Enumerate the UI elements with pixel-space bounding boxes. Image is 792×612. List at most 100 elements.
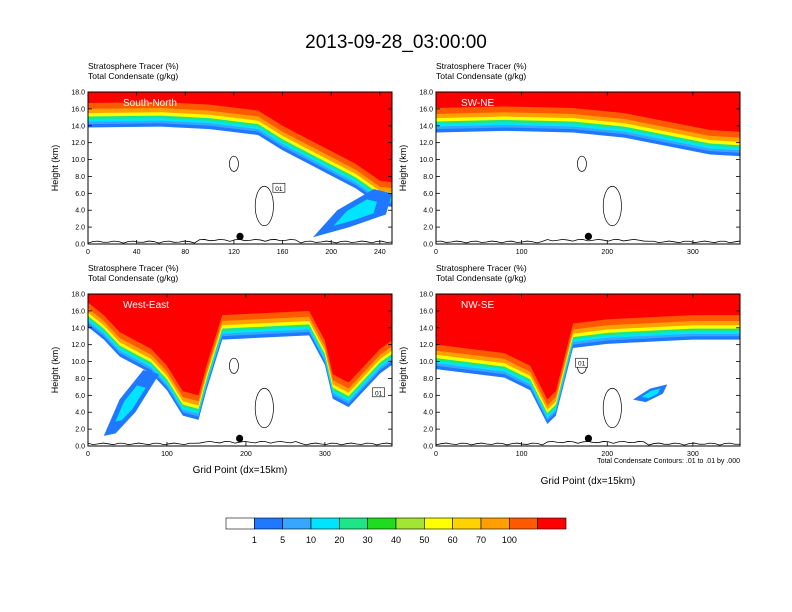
x-axis-label: Grid Point (dx=15km) <box>541 476 636 487</box>
tracer-intrusion-core <box>641 388 661 399</box>
contour-label: 01 <box>578 361 586 368</box>
y-tick-label: 16.0 <box>71 106 85 113</box>
y-axis-label: Height (km) <box>50 347 60 394</box>
x-tick-label: 0 <box>434 451 438 458</box>
colorbar-swatch <box>509 517 538 530</box>
panels-group: Stratosphere Tracer (%)Total Condensate … <box>50 61 741 487</box>
terrain-line <box>436 238 740 244</box>
colorbar-label: 70 <box>476 535 486 545</box>
x-tick-label: 40 <box>133 249 141 256</box>
y-tick-label: 10.0 <box>419 157 433 164</box>
y-tick-label: 6.0 <box>75 191 85 198</box>
y-tick-label: 10.0 <box>71 359 85 366</box>
y-tick-label: 4.0 <box>423 410 433 417</box>
y-tick-label: 0.0 <box>423 242 433 249</box>
x-tick-label: 300 <box>687 451 699 458</box>
tracer-band <box>436 92 740 132</box>
colorbar-label: 100 <box>502 535 517 545</box>
y-tick-label: 2.0 <box>75 225 85 232</box>
condensate-contour <box>254 387 274 429</box>
tracer-band <box>88 92 392 183</box>
condensate-contour <box>577 155 587 172</box>
plot-frame <box>87 293 393 447</box>
x-tick-label: 100 <box>516 451 528 458</box>
x-tick-label: 200 <box>601 249 613 256</box>
figure-title: 2013-09-28_03:00:00 <box>305 32 487 53</box>
x-tick-label: 120 <box>228 249 240 256</box>
y-tick-label: 0.0 <box>75 242 85 249</box>
panel-title-line: Total Condensate (g/kg) <box>88 71 178 81</box>
y-tick-label: 0.0 <box>75 444 85 451</box>
plot-frame <box>435 91 741 245</box>
colorbar-swatch <box>395 517 425 530</box>
contour-footnote: Total Condensate Contours: .01 to .01 by… <box>597 458 740 465</box>
x-tick-label: 0 <box>86 249 90 256</box>
condensate-contour <box>602 387 622 429</box>
y-tick-label: 14.0 <box>419 123 433 130</box>
x-tick-label: 0 <box>86 451 90 458</box>
y-tick-label: 2.0 <box>75 427 85 434</box>
y-tick-label: 0.0 <box>423 444 433 451</box>
location-marker <box>236 434 244 442</box>
tracer-band <box>436 294 740 400</box>
plot-frame <box>435 293 741 447</box>
contour-label-box <box>272 182 286 193</box>
colorbar-label: 50 <box>419 535 429 545</box>
colorbar-swatch <box>282 517 312 530</box>
panel-title-line: Stratosphere Tracer (%) <box>436 61 527 71</box>
y-tick-label: 6.0 <box>423 393 433 400</box>
colorbar-label: 10 <box>306 535 316 545</box>
y-tick-label: 12.0 <box>71 342 85 349</box>
x-tick-label: 200 <box>240 451 252 458</box>
y-tick-label: 8.0 <box>75 174 85 181</box>
panel-title-line: Total Condensate (g/kg) <box>436 71 526 81</box>
tracer-intrusion-core <box>333 199 377 226</box>
colorbar-swatch <box>367 517 397 530</box>
location-marker <box>584 232 593 240</box>
y-tick-label: 14.0 <box>71 123 85 130</box>
terrain-line <box>88 440 392 446</box>
colorbar-swatch <box>537 517 567 530</box>
y-tick-label: 14.0 <box>71 325 85 332</box>
x-tick-label: 80 <box>181 249 189 256</box>
x-tick-label: 300 <box>319 451 331 458</box>
y-tick-label: 8.0 <box>423 174 433 181</box>
plot-area <box>436 294 740 446</box>
colorbar-swatch <box>254 517 283 530</box>
y-tick-label: 4.0 <box>423 208 433 215</box>
y-tick-label: 4.0 <box>75 208 85 215</box>
y-tick-label: 16.0 <box>71 308 85 315</box>
x-tick-label: 200 <box>601 451 613 458</box>
x-tick-label: 200 <box>325 249 337 256</box>
plot-area <box>436 92 740 244</box>
colorbar-label: 30 <box>363 535 373 545</box>
x-tick-label: 0 <box>434 249 438 256</box>
colorbar-label: 40 <box>391 535 401 545</box>
panel-title-line: Stratosphere Tracer (%) <box>88 61 179 71</box>
condensate-contour <box>602 185 622 227</box>
x-tick-label: 100 <box>161 451 173 458</box>
panel-south-north: Stratosphere Tracer (%)Total Condensate … <box>50 61 393 256</box>
y-tick-label: 12.0 <box>419 342 433 349</box>
y-tick-label: 8.0 <box>75 376 85 383</box>
y-tick-label: 18.0 <box>419 292 433 299</box>
y-tick-label: 2.0 <box>423 427 433 434</box>
y-tick-label: 10.0 <box>419 359 433 366</box>
colorbar-label: 60 <box>448 535 458 545</box>
contour-label-box <box>372 387 385 398</box>
colorbar-swatch <box>452 517 482 530</box>
condensate-contour <box>254 185 274 227</box>
y-tick-label: 8.0 <box>423 376 433 383</box>
panel-title-line: Total Condensate (g/kg) <box>88 273 178 283</box>
plot-area <box>88 92 392 244</box>
y-tick-label: 16.0 <box>419 106 433 113</box>
y-tick-label: 12.0 <box>419 140 433 147</box>
colorbar-label: 20 <box>334 535 344 545</box>
panel-label: West-East <box>123 300 169 311</box>
colorbar-swatch <box>225 517 255 530</box>
tracer-intrusion-core <box>115 385 146 422</box>
y-tick-label: 2.0 <box>423 225 433 232</box>
x-tick-label: 100 <box>516 249 528 256</box>
panel-label: NW-SE <box>461 300 494 311</box>
